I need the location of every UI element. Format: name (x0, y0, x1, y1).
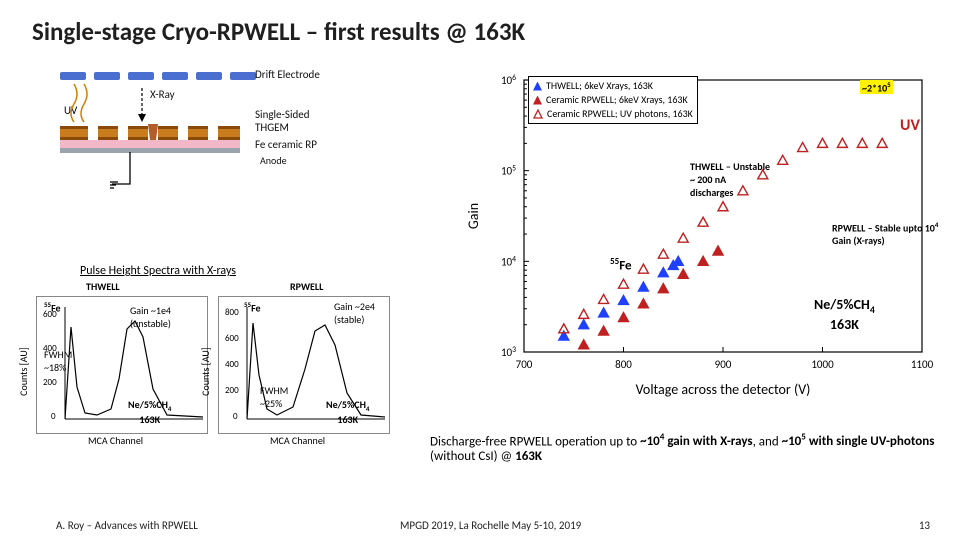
fe55-label: 55Fe (244, 300, 261, 314)
triangle-outline-icon (533, 109, 543, 119)
svg-text:1100: 1100 (911, 358, 934, 371)
thwell-gas-label: Ne/5%CH4163K (128, 398, 171, 426)
svg-text:105: 105 (501, 164, 516, 178)
thwell-gain-note: Gain ~1e4 (unstable) (130, 304, 171, 330)
legend-item: Ceramic RPWELL; 6keV Xrays, 163K (533, 93, 693, 107)
footer-center: MPGD 2019, La Rochelle May 5-10, 2019 (400, 519, 581, 532)
triangle-filled-icon (533, 96, 542, 105)
triangle-filled-icon (533, 82, 542, 91)
fe55-gain-label: 55Fe (610, 256, 632, 273)
xray-icon (136, 88, 148, 124)
legend-text: Ceramic RPWELL; 6keV Xrays, 163K (546, 93, 688, 107)
svg-text:800: 800 (225, 307, 239, 318)
ground-lead-icon (110, 152, 160, 202)
fe55-label: 55Fe (44, 300, 61, 314)
max-gain-annotation: ~2*105 (860, 80, 893, 94)
footer-left: A. Roy – Advances with RPWELL (56, 519, 198, 532)
rpwell-panel-label: RPWELL (290, 280, 323, 293)
thwell-note: THWELL – Unstable ~ 200 nA discharges (690, 160, 770, 199)
svg-text:103: 103 (501, 346, 516, 360)
thwell-panel-label: THWELL (86, 280, 120, 293)
legend-item: Ceramic RPWELL; UV photons, 163K (533, 107, 693, 121)
gain-plot-legend: THWELL; 6keV Xrays, 163K Ceramic RPWELL;… (528, 76, 698, 124)
rpwell-gain-note: Gain ~2e4 (stable) (334, 300, 375, 326)
anode-label: Anode (260, 154, 287, 167)
uv-photon-icon (68, 82, 128, 126)
svg-text:900: 900 (715, 358, 732, 371)
xray-label: X-Ray (150, 88, 175, 101)
legend-text: THWELL; 6keV Xrays, 163K (546, 79, 653, 93)
svg-text:800: 800 (615, 358, 632, 371)
svg-text:700: 700 (516, 358, 533, 371)
x-axis-label: MCA Channel (88, 434, 143, 447)
footer-page-number: 13 (919, 519, 930, 532)
drift-label: Drift Electrode (255, 68, 320, 81)
rpwell-fwhm: FWHM ~25% (260, 384, 288, 410)
rp-label: Fe ceramic RP (255, 138, 317, 151)
svg-text:0: 0 (233, 411, 238, 422)
svg-text:104: 104 (501, 255, 516, 268)
slide-title: Single-stage Cryo-RPWELL – first results… (32, 16, 525, 47)
conclusion-text: Discharge-free RPWELL operation up to ~1… (430, 432, 940, 464)
rpwell-note: RPWELL – Stable upto 104 Gain (X-rays) (832, 220, 942, 247)
svg-text:200: 200 (43, 377, 57, 388)
y-axis-label: Counts [AU] (17, 347, 30, 396)
y-axis-label: Counts [AU] (199, 347, 212, 396)
svg-text:0: 0 (51, 411, 56, 422)
thgem-label: Single-Sided THGEM (255, 108, 340, 134)
rp-layer (60, 140, 240, 148)
svg-text:600: 600 (225, 333, 239, 344)
thwell-fwhm: FWHM ~18% (44, 348, 72, 374)
svg-text:400: 400 (225, 359, 239, 370)
svg-text:106: 106 (501, 74, 516, 88)
rpwell-gas-label: Ne/5%CH4163K (326, 398, 369, 426)
legend-item: THWELL; 6keV Xrays, 163K (533, 79, 693, 93)
svg-text:200: 200 (225, 385, 239, 396)
svg-text:Voltage across the detector (V: Voltage across the detector (V) (636, 381, 811, 398)
uv-annotation: UV (900, 116, 920, 135)
gain-gas-label: Ne/5%CH4163K (814, 296, 875, 333)
x-axis-label: MCA Channel (270, 434, 325, 447)
svg-text:1000: 1000 (811, 358, 834, 371)
spectra-title: Pulse Height Spectra with X-rays (80, 264, 236, 278)
legend-text: Ceramic RPWELL; UV photons, 163K (547, 107, 693, 121)
svg-text:Gain: Gain (465, 203, 482, 229)
detector-schematic: Drift Electrode UV X-Ray Single-Sided TH… (60, 72, 340, 202)
